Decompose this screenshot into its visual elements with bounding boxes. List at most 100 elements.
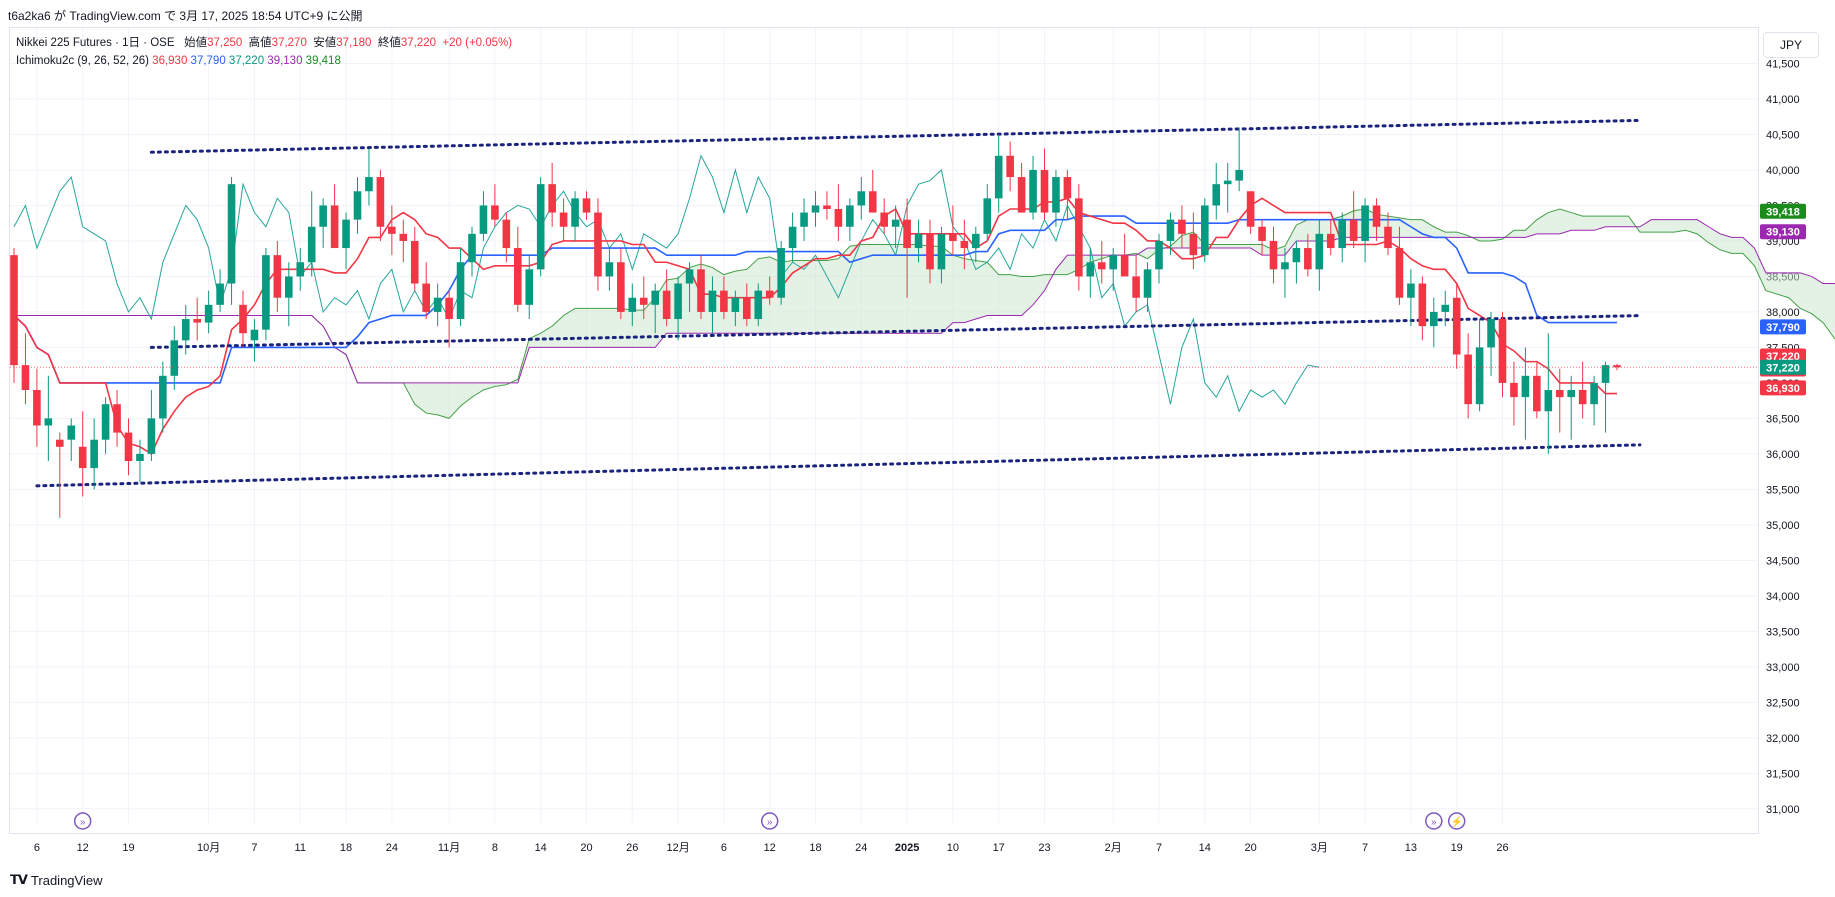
x-tick-label: 8 [492, 842, 498, 854]
candle-body [410, 240, 419, 284]
candle-body [1109, 255, 1117, 270]
candle-body [1315, 233, 1324, 270]
ichimoku-cloud [14, 209, 1835, 419]
candle-body [811, 205, 820, 213]
price-tag-label: 37,220 [1766, 362, 1800, 374]
candle-body [697, 269, 705, 312]
event-marker-icon-glyph: » [1431, 817, 1437, 828]
candle-body [1487, 319, 1495, 348]
candle-body [1132, 276, 1140, 298]
open-value: 37,250 [207, 37, 243, 49]
x-tick-label: 23 [1038, 842, 1050, 854]
candle-body [1223, 180, 1232, 185]
y-tick-label: 40,000 [1766, 165, 1800, 177]
candle-body [754, 290, 763, 320]
candle-body [170, 340, 179, 376]
candle-body [502, 219, 511, 249]
candle-body [1189, 233, 1198, 256]
published-by: t6a2ka6 が TradingView.com で 3月 17, 2025 … [8, 9, 363, 23]
candle-body [1269, 240, 1278, 270]
indicator-legend[interactable]: Ichimoku2c (9, 26, 52, 26) 36,930 37,790… [16, 52, 512, 70]
candle-body [1555, 390, 1564, 398]
candle-body [456, 262, 465, 320]
x-tick-label: 10 [947, 842, 959, 854]
x-tick-label: 11月 [438, 842, 460, 854]
candle-body [90, 439, 98, 469]
candle-body [147, 418, 156, 454]
candle-body [56, 439, 64, 447]
candle-body [227, 184, 236, 284]
x-tick-label: 17 [993, 842, 1005, 854]
candle-body [1326, 233, 1335, 249]
candle-body [960, 240, 969, 249]
candle-body [319, 205, 327, 227]
candle-body [250, 329, 259, 341]
candle-body [124, 432, 133, 461]
candle-body [1040, 169, 1049, 213]
event-marker-icon [73, 812, 92, 830]
event-marker-icon [760, 812, 779, 830]
x-tick-label: 2025 [895, 842, 919, 854]
low-value: 37,180 [336, 37, 372, 49]
x-tick-label: 18 [809, 842, 821, 854]
candle-body [1430, 311, 1438, 327]
tradingview-brand[interactable]: 𝗧𝗩 TradingView [10, 872, 102, 888]
symbol-label[interactable]: Nikkei 225 Futures · 1日 · OSE [16, 37, 175, 49]
candle-body [628, 297, 637, 312]
y-tick-label: 32,000 [1766, 733, 1800, 745]
candle-body [1120, 255, 1129, 277]
candle-body [273, 255, 282, 298]
x-tick-label: 6 [34, 842, 40, 854]
indicator-name[interactable]: Ichimoku2c (9, 26, 52, 26) [16, 55, 149, 67]
candle-body [880, 212, 888, 227]
candle-body [708, 290, 717, 312]
x-tick-label: 6 [721, 842, 727, 854]
x-tick-label: 12 [77, 842, 89, 854]
candle-body [1097, 262, 1106, 270]
candle-body [1407, 283, 1415, 298]
trendline-2 [35, 443, 1642, 488]
candle-body [491, 205, 499, 220]
currency-button[interactable]: JPY [1763, 32, 1819, 58]
indicator-value-1: 37,790 [187, 55, 226, 67]
y-tick-label: 36,000 [1766, 449, 1800, 461]
price-tag [1760, 203, 1806, 219]
candle-body [1475, 347, 1484, 405]
x-tick-label: 19 [1451, 842, 1463, 854]
candle-body [1258, 226, 1266, 241]
candle-body [101, 404, 110, 440]
high-label: 高値 [248, 37, 272, 49]
candle-body [1452, 297, 1461, 355]
candle-body [1441, 304, 1450, 312]
candle-body [903, 219, 911, 249]
candle-body [1029, 169, 1037, 213]
candle-body [1533, 375, 1541, 412]
x-tick-label: 14 [1199, 842, 1211, 854]
chart-frame[interactable] [9, 27, 1759, 834]
price-tag-label: 39,418 [1766, 206, 1800, 218]
candle-body [1281, 262, 1289, 270]
candle-body [823, 205, 831, 210]
candle-body [994, 155, 1003, 199]
candle-body [44, 418, 53, 426]
candle-body [972, 233, 980, 249]
candle-body [685, 269, 694, 284]
candle-body [937, 233, 946, 270]
candle-body [720, 290, 728, 312]
candle-body [1361, 205, 1369, 241]
candle-body [33, 390, 41, 426]
candle-body [662, 290, 671, 320]
x-tick-label: 14 [535, 842, 547, 854]
candle-body [846, 205, 854, 227]
candle-body [1235, 169, 1243, 181]
candle-body [926, 233, 934, 270]
y-tick-label: 35,500 [1766, 484, 1800, 496]
high-value: 37,270 [271, 37, 307, 49]
x-tick-label: 2月 [1105, 842, 1122, 854]
candle-body [1143, 269, 1152, 298]
candle-body [433, 297, 442, 312]
candle-body [1510, 382, 1518, 398]
candle-body [914, 233, 923, 249]
candle-body [239, 304, 247, 334]
